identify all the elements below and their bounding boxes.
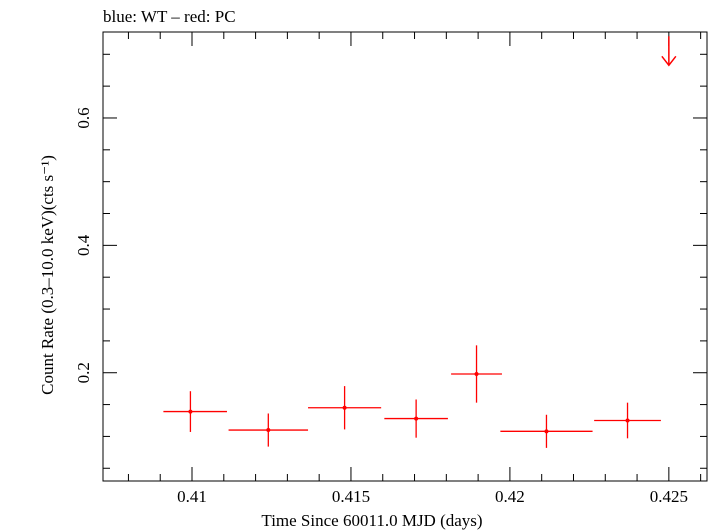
plot-frame: [102, 31, 708, 482]
y-tick-label: 0.4: [74, 234, 93, 256]
y-tick-label: 0.2: [74, 362, 93, 383]
data-point: [308, 386, 382, 430]
axes: 0.41 0.415 0.42 0.425 0.2 0.4 0.6: [74, 32, 707, 506]
x-tick-label: 0.42: [495, 487, 525, 506]
data-point: [451, 345, 502, 403]
data-marker: [266, 428, 271, 433]
data-marker: [188, 409, 193, 414]
x-tick-label: 0.415: [332, 487, 370, 506]
data-point: [594, 402, 661, 439]
data-points: [163, 36, 677, 448]
x-tick-label: 0.41: [177, 487, 207, 506]
data-marker: [474, 372, 479, 377]
x-tick-label: 0.425: [650, 487, 688, 506]
data-marker: [544, 429, 549, 434]
upper-limit: [661, 36, 677, 67]
data-marker: [414, 416, 419, 421]
y-axis-label: Count Rate (0.3–10.0 keV)(cts s⁻¹): [38, 155, 57, 395]
data-point: [228, 413, 309, 447]
x-axis-label: Time Since 60011.0 MJD (days): [261, 511, 482, 530]
y-tick-label: 0.6: [74, 107, 93, 128]
data-point: [500, 414, 593, 448]
upper-limit-arrowhead: [661, 55, 677, 67]
data-point: [163, 391, 227, 432]
data-point: [384, 399, 448, 438]
data-marker: [342, 405, 347, 410]
data-marker: [625, 418, 630, 423]
chart-title: blue: WT – red: PC: [103, 7, 236, 26]
